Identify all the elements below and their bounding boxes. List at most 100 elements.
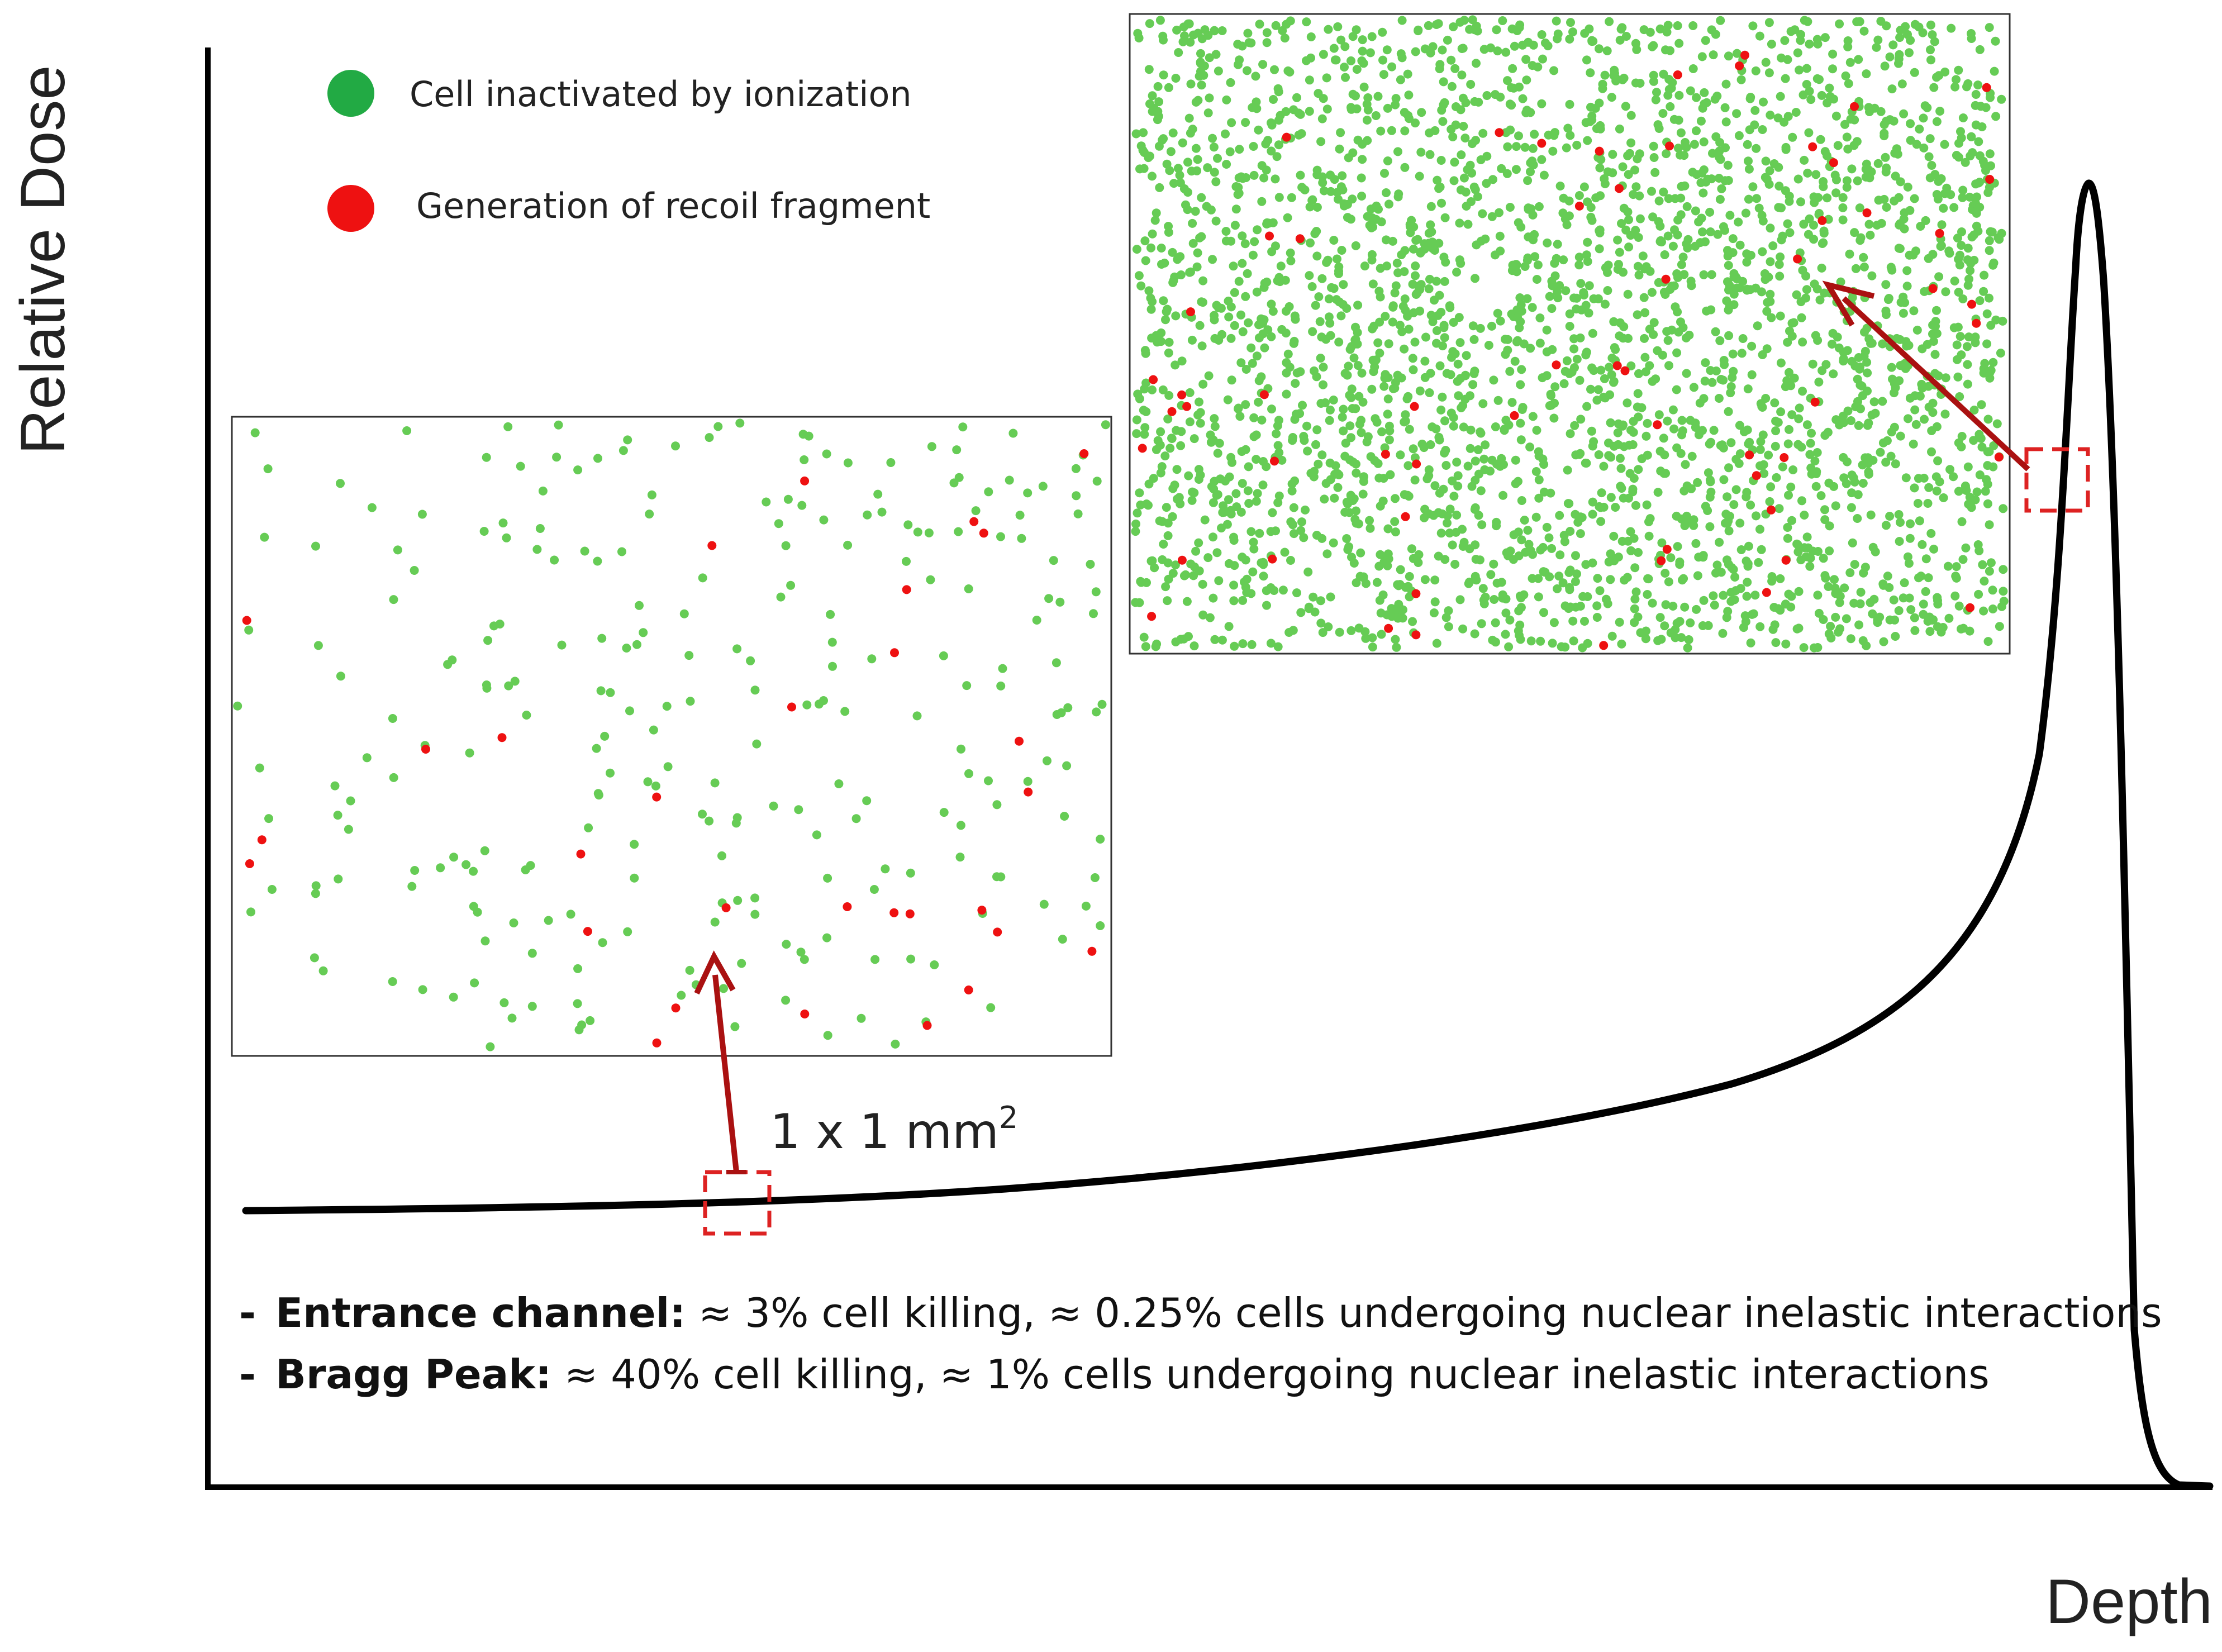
bragg-peak-ionization-cell <box>1817 239 1827 248</box>
bragg-peak-ionization-cell <box>1776 252 1785 261</box>
bragg-peak-ionization-cell <box>1746 250 1755 260</box>
bragg-peak-recoil-cell <box>1657 556 1666 565</box>
bragg-peak-ionization-cell <box>1735 421 1744 430</box>
bragg-peak-ionization-cell <box>1346 104 1356 114</box>
bragg-peak-ionization-cell <box>1368 642 1377 652</box>
bragg-peak-ionization-cell <box>1442 369 1452 378</box>
bragg-peak-ionization-cell <box>1481 234 1490 244</box>
bragg-peak-ionization-cell <box>1882 21 1891 31</box>
bragg-peak-ionization-cell <box>1428 237 1437 247</box>
bragg-peak-ionization-cell <box>1881 458 1891 467</box>
bragg-peak-ionization-cell <box>1997 602 2006 611</box>
entrance-ionization-cell <box>573 465 583 475</box>
bragg-peak-ionization-cell <box>1581 560 1591 569</box>
bragg-peak-ionization-cell <box>1482 91 1492 100</box>
bragg-peak-ionization-cell <box>1601 594 1611 604</box>
bragg-peak-ionization-cell <box>1393 192 1403 202</box>
bragg-peak-ionization-cell <box>1479 45 1489 54</box>
bragg-peak-ionization-cell <box>1288 436 1297 445</box>
bragg-peak-recoil-cell <box>1295 234 1305 244</box>
scale-label-text: 1 x 1 mm <box>770 1104 999 1160</box>
bragg-peak-ionization-cell <box>1501 608 1511 618</box>
bragg-peak-ionization-cell <box>1359 82 1369 92</box>
bragg-peak-ionization-cell <box>1545 292 1554 301</box>
bragg-peak-ionization-cell <box>1897 79 1907 89</box>
bragg-peak-ionization-cell <box>1231 204 1241 214</box>
bragg-peak-ionization-cell <box>1501 416 1511 425</box>
bragg-peak-recoil-cell <box>1537 139 1547 148</box>
bragg-peak-ionization-cell <box>1830 170 1840 180</box>
bragg-peak-recoil-cell <box>1410 402 1419 411</box>
entrance-recoil-cell <box>977 906 987 915</box>
bragg-peak-ionization-cell <box>1196 418 1205 428</box>
bragg-peak-ionization-cell <box>1468 380 1478 389</box>
bragg-peak-ionization-cell <box>1609 71 1619 80</box>
bragg-peak-recoil-cell <box>1967 299 1976 309</box>
bragg-peak-ionization-cell <box>1492 25 1501 35</box>
entrance-ionization-cell <box>1023 777 1033 786</box>
bragg-peak-ionization-cell <box>1600 299 1610 309</box>
bragg-peak-ionization-cell <box>1377 427 1387 436</box>
bragg-peak-ionization-cell <box>1771 638 1781 648</box>
bragg-peak-ionization-cell <box>1288 520 1297 530</box>
bragg-peak-ionization-cell <box>1163 558 1173 568</box>
bragg-peak-ionization-cell <box>1414 25 1423 35</box>
bragg-peak-ionization-cell <box>1557 642 1566 651</box>
bragg-peak-ionization-cell <box>1397 373 1406 383</box>
bragg-peak-ionization-cell <box>1982 309 1992 318</box>
bragg-peak-ionization-cell <box>1424 465 1434 474</box>
bragg-peak-ionization-cell <box>1407 544 1416 554</box>
entrance-ionization-cell <box>260 532 269 542</box>
bragg-peak-ionization-cell <box>1405 220 1415 229</box>
bragg-peak-ionization-cell <box>1584 308 1593 318</box>
bragg-peak-ionization-cell <box>1208 532 1217 542</box>
bragg-peak-ionization-cell <box>1629 534 1639 543</box>
bragg-peak-ionization-cell <box>1688 21 1698 30</box>
bragg-peak-ionization-cell <box>1957 241 1966 250</box>
bragg-peak-ionization-cell <box>1164 337 1174 347</box>
entrance-ionization-cell <box>679 609 689 618</box>
bragg-peak-ionization-cell <box>1640 334 1649 343</box>
bragg-peak-ionization-cell <box>1319 363 1328 372</box>
bragg-peak-ionization-cell <box>1904 559 1914 568</box>
bragg-peak-ionization-cell <box>1906 119 1915 128</box>
bragg-peak-ionization-cell <box>1980 577 1989 586</box>
entrance-ionization-cell <box>840 707 850 716</box>
bragg-peak-ionization-cell <box>1296 526 1306 535</box>
bragg-peak-ionization-cell <box>1634 465 1643 474</box>
entrance-ionization-cell <box>632 640 641 649</box>
bragg-peak-ionization-cell <box>1548 345 1557 354</box>
notes: - Entrance channel: ≈ 3% cell killing, ≈… <box>239 1289 2162 1398</box>
bragg-peak-ionization-cell <box>1880 128 1889 138</box>
bragg-peak-ionization-cell <box>1553 584 1562 593</box>
bragg-peak-ionization-cell <box>1439 321 1449 330</box>
bragg-peak-ionization-cell <box>1768 241 1778 250</box>
bragg-peak-ionization-cell <box>1840 120 1849 129</box>
bragg-peak-ionization-cell <box>1934 272 1944 282</box>
bragg-peak-ionization-cell <box>1996 349 2005 358</box>
bragg-peak-ionization-cell <box>1372 201 1381 211</box>
bragg-peak-ionization-cell <box>1132 415 1141 425</box>
bragg-peak-ionization-cell <box>1186 128 1195 138</box>
bragg-peak-ionization-cell <box>1507 101 1516 110</box>
bragg-peak-ionization-cell <box>1791 108 1801 117</box>
entrance-ionization-cell <box>622 644 631 653</box>
bragg-peak-ionization-cell <box>1648 598 1657 608</box>
bragg-peak-ionization-cell <box>1596 365 1606 375</box>
bragg-peak-ionization-cell <box>1175 170 1184 180</box>
bragg-peak-ionization-cell <box>1673 542 1682 551</box>
bragg-peak-ionization-cell <box>1918 28 1928 37</box>
bragg-peak-ionization-cell <box>1826 634 1836 642</box>
bragg-peak-ionization-cell <box>1652 88 1661 97</box>
bragg-peak-ionization-cell <box>1164 83 1173 92</box>
bragg-peak-ionization-cell <box>1345 508 1354 517</box>
bragg-peak-ionization-cell <box>1387 126 1396 135</box>
bragg-peak-ionization-cell <box>1974 430 1984 439</box>
bragg-peak-ionization-cell <box>1766 289 1775 299</box>
bragg-peak-ionization-cell <box>1348 404 1357 413</box>
bragg-peak-ionization-cell <box>1735 283 1744 293</box>
entrance-ionization-cell <box>504 681 513 691</box>
bragg-peak-ionization-cell <box>1776 407 1786 417</box>
entrance-ionization-cell <box>851 814 861 823</box>
bragg-peak-ionization-cell <box>1238 41 1247 51</box>
